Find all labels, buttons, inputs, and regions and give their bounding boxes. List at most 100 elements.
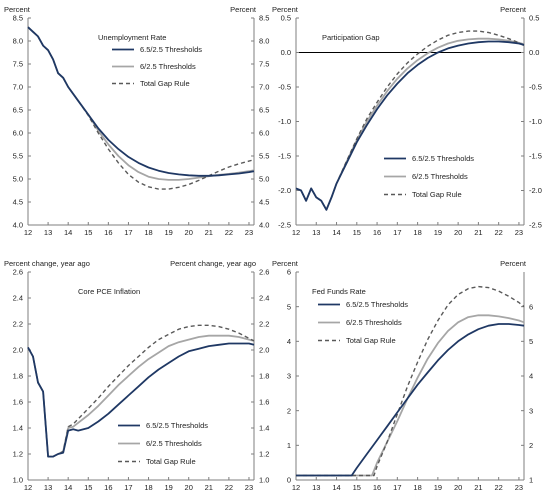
y-tick-label-left: 2.4 [13, 294, 23, 303]
y-tick-label-left: 0.0 [281, 48, 291, 57]
x-tick-label: 23 [515, 483, 523, 492]
y-tick-label-right: 2 [529, 441, 533, 450]
x-tick-label: 20 [454, 483, 462, 492]
legend-label-3: Total Gap Rule [346, 336, 396, 345]
y-tick-label-right: -1.5 [529, 152, 542, 161]
y-tick-label-left: 6 [287, 268, 291, 277]
y-tick-label-right: 6.0 [259, 129, 269, 138]
x-tick-label: 16 [104, 228, 112, 237]
x-tick-label: 16 [373, 483, 381, 492]
legend-label-2: 6/2.5 Thresholds [412, 172, 468, 181]
x-tick-label: 12 [292, 483, 300, 492]
chart-title: Fed Funds Rate [312, 287, 366, 296]
y-tick-label-left: -0.5 [278, 83, 291, 92]
x-tick-label: 13 [44, 483, 52, 492]
y-tick-label-right: 4.0 [259, 221, 269, 230]
y-tick-label-left: 1.2 [13, 450, 23, 459]
y-tick-label-left: 5.5 [13, 152, 23, 161]
y-tick-label-left: 6.5 [13, 106, 23, 115]
chart-title: Unemployment Rate [98, 33, 166, 42]
x-tick-label: 21 [474, 228, 482, 237]
y-axis-unit-left: Percent change, year ago [4, 259, 90, 268]
x-tick-label: 17 [124, 228, 132, 237]
series-line-1 [295, 40, 525, 211]
y-tick-label-left: 7.0 [13, 83, 23, 92]
x-tick-label: 22 [494, 483, 502, 492]
y-tick-label-left: 1.6 [13, 398, 23, 407]
y-tick-label-left: 5 [287, 302, 291, 311]
y-tick-label-left: 1.0 [13, 476, 23, 485]
legend-label-3: Total Gap Rule [412, 190, 462, 199]
y-tick-label-left: 8.0 [13, 37, 23, 46]
x-tick-label: 15 [353, 228, 361, 237]
x-tick-label: 20 [185, 483, 193, 492]
x-tick-label: 20 [185, 228, 193, 237]
x-tick-label: 14 [332, 228, 340, 237]
y-axis-unit-right: Percent [500, 5, 527, 14]
series-line-3 [296, 285, 525, 477]
series-line-1 [27, 26, 255, 177]
chart-panel-3: Percent change, year ago Percent change, … [4, 259, 269, 492]
x-tick-label: 22 [225, 483, 233, 492]
y-tick-label-right: -2.0 [529, 186, 542, 195]
chart-title: Core PCE Inflation [78, 287, 140, 296]
chart-title: Participation Gap [322, 33, 380, 42]
y-tick-label-right: -2.5 [529, 221, 542, 230]
y-tick-label-right: 5.5 [259, 152, 269, 161]
legend-label-3: Total Gap Rule [146, 457, 196, 466]
y-tick-label-right: -0.5 [529, 83, 542, 92]
x-tick-label: 20 [454, 228, 462, 237]
x-tick-label: 17 [124, 483, 132, 492]
legend-label-1: 6.5/2.5 Thresholds [146, 421, 208, 430]
x-tick-label: 19 [434, 483, 442, 492]
y-tick-label-left: -1.0 [278, 117, 291, 126]
x-tick-label: 18 [144, 228, 152, 237]
y-tick-label-left: 2.0 [13, 346, 23, 355]
y-tick-label-right: 0.0 [529, 48, 539, 57]
x-tick-label: 14 [64, 228, 72, 237]
y-tick-label-right: 1.6 [259, 398, 269, 407]
y-tick-label-left: 1.8 [13, 372, 23, 381]
y-tick-label-right: 8.5 [259, 14, 269, 23]
x-tick-label: 18 [144, 483, 152, 492]
y-tick-label-right: 2.6 [259, 268, 269, 277]
y-tick-label-right: 1.0 [259, 476, 269, 485]
y-tick-label-left: 2 [287, 406, 291, 415]
y-tick-label-right: 7.0 [259, 83, 269, 92]
x-tick-label: 21 [205, 483, 213, 492]
x-tick-label: 12 [24, 483, 32, 492]
y-tick-label-right: 1.8 [259, 372, 269, 381]
y-tick-label-right: 1.2 [259, 450, 269, 459]
x-tick-label: 12 [292, 228, 300, 237]
x-tick-label: 18 [413, 228, 421, 237]
legend-label-1: 6.5/2.5 Thresholds [140, 45, 202, 54]
x-tick-label: 22 [494, 228, 502, 237]
series-line-2 [295, 37, 525, 211]
y-tick-label-right: 4 [529, 372, 533, 381]
x-tick-label: 15 [84, 483, 92, 492]
y-tick-label-left: 8.5 [13, 14, 23, 23]
y-tick-label-right: 7.5 [259, 60, 269, 69]
legend-label-3: Total Gap Rule [140, 79, 190, 88]
x-tick-label: 23 [245, 228, 253, 237]
y-axis-unit-right: Percent [500, 259, 527, 268]
y-tick-label-left: 3 [287, 372, 291, 381]
y-tick-label-left: 0 [287, 476, 291, 485]
y-tick-label-left: 5.0 [13, 175, 23, 184]
x-tick-label: 22 [225, 228, 233, 237]
y-tick-label-left: 7.5 [13, 60, 23, 69]
chart-panel-1: Percent Percent 4.0 4.5 5.0 5.5 6.0 6.5 7.0 7.5 8.… [4, 5, 269, 237]
y-axis-unit-left: Percent [272, 259, 299, 268]
series-line-1 [296, 323, 525, 477]
y-axis-unit-left: Percent [272, 5, 299, 14]
legend-label-1: 6.5/2.5 Thresholds [412, 154, 474, 163]
y-tick-label-right: 2.4 [259, 294, 269, 303]
legend-label-2: 6/2.5 Thresholds [146, 439, 202, 448]
y-tick-label-left: 6.0 [13, 129, 23, 138]
y-tick-label-left: -2.5 [278, 221, 291, 230]
x-tick-label: 14 [64, 483, 72, 492]
series-line-2 [27, 334, 255, 458]
y-tick-label-left: 2.6 [13, 268, 23, 277]
series-line-3 [295, 30, 525, 211]
